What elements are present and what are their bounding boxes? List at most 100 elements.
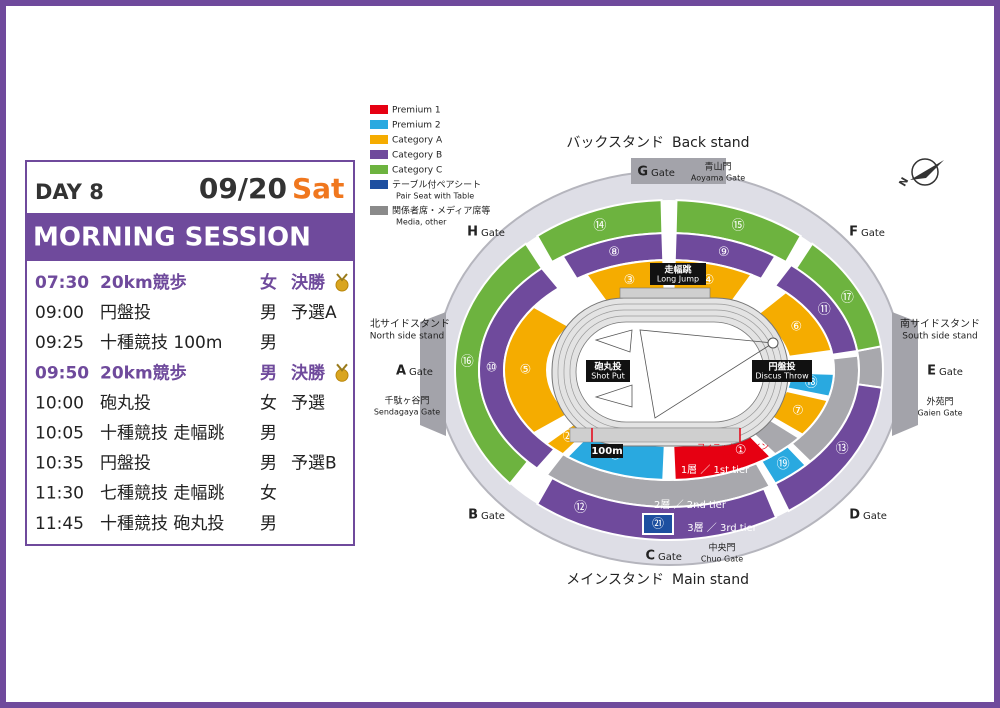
pair-seat — [642, 513, 674, 535]
legend-swatch — [370, 120, 388, 129]
round: 決勝 — [291, 272, 326, 293]
time: 11:45 — [35, 514, 84, 534]
seat-label: ㉑ — [652, 517, 664, 531]
legend-label: Category C — [392, 166, 442, 176]
time: 10:05 — [35, 424, 84, 444]
gate-box — [892, 312, 918, 436]
event: 円盤投 — [100, 303, 151, 323]
media-area — [855, 345, 884, 389]
event: 十種競技 100m — [100, 333, 222, 353]
map-text: Gate — [409, 367, 433, 378]
gender: 男 — [260, 333, 277, 353]
seat-label: ⑧ — [608, 245, 620, 260]
legend-label: Premium 2 — [392, 121, 441, 131]
schedule-rows: 07:30 20km競歩女決勝09:00 円盤投男予選A09:25 十種競技 100m… — [35, 272, 349, 534]
session: MORNING SESSION — [33, 223, 311, 253]
seat-label: ④ — [703, 273, 715, 288]
day: DAY 8 — [35, 180, 104, 204]
legend: Premium 1 Premium 2 Category A Category B Ca… — [370, 105, 490, 227]
seat-label: ⑭ — [593, 218, 606, 233]
map-text: 中央門 — [708, 542, 735, 554]
legend-swatch — [370, 105, 388, 114]
map-text: 千駄ヶ谷門 — [384, 395, 429, 407]
round: 予選 — [291, 393, 325, 413]
legend-swatch — [370, 206, 388, 215]
map-text: F — [849, 225, 858, 240]
event: 十種競技 砲丸投 — [100, 514, 224, 534]
field-label-box — [650, 263, 706, 285]
time: 10:35 — [35, 454, 84, 474]
map-text: Gate — [861, 228, 885, 239]
jump-pit — [619, 287, 711, 299]
map-text: 青山門 — [704, 161, 731, 173]
legend-swatch — [370, 180, 388, 189]
legend-label: Category B — [392, 151, 442, 161]
gender: 女 — [260, 272, 277, 293]
weekday: Sat — [292, 172, 344, 205]
field-label: 走幅跳 — [663, 264, 691, 276]
field-label: 砲丸投 — [593, 361, 621, 373]
gate-box — [420, 312, 446, 436]
compass — [911, 158, 939, 186]
discus-sector — [639, 329, 775, 419]
seat-label: ⑲ — [777, 457, 790, 472]
seat-label: ⑰ — [841, 290, 854, 305]
map-text: 南サイドスタンド — [900, 317, 980, 330]
map-text: Gate — [658, 552, 682, 563]
map-text: メインスタンド — [566, 572, 664, 588]
gender: 男 — [260, 363, 277, 383]
seat-block — [503, 305, 571, 435]
time: 07:30 — [35, 273, 89, 293]
seat-label: ① — [735, 443, 747, 458]
round: 決勝 — [291, 362, 326, 383]
map-text: バックスタンド — [566, 135, 664, 151]
map-text: Main stand — [672, 572, 749, 588]
legend-label: 関係者席・メディア席等 — [392, 205, 490, 217]
field-label: Discus Throw — [755, 372, 809, 381]
map-text: 外苑門 — [926, 396, 953, 408]
field-label-box — [591, 444, 623, 458]
field-label: Long Jump — [657, 275, 699, 284]
map-text: 北サイドスタンド — [370, 318, 450, 330]
map-text: E — [927, 364, 936, 379]
map-text: Gate — [651, 168, 675, 179]
gender: 女 — [260, 484, 277, 504]
map-text: H — [467, 225, 478, 240]
time: 10:00 — [35, 393, 84, 413]
seat-label: ⑪ — [818, 303, 831, 318]
map-text: Gate — [939, 367, 963, 378]
seat-label: ⑤ — [520, 363, 532, 378]
seat-label: ⑦ — [792, 403, 804, 418]
seat-block — [535, 476, 778, 541]
field-label: 円盤投 — [768, 361, 795, 373]
map-text: Gate — [481, 228, 505, 239]
legend-swatch — [370, 135, 388, 144]
map-text: C — [645, 549, 655, 564]
tier-label: 2層 ／ 2nd tier — [654, 499, 727, 511]
seat-label: ⑨ — [718, 245, 730, 260]
gender: 男 — [260, 514, 277, 534]
time: 09:50 — [35, 363, 89, 383]
map-text: North side stand — [370, 332, 444, 342]
event: 円盤投 — [100, 454, 151, 474]
legend-sublabel: Pair Seat with Table — [396, 192, 474, 201]
legend-swatch — [370, 150, 388, 159]
compass-arrow — [910, 160, 944, 180]
map-text: Sendagaya Gate — [374, 408, 440, 417]
event: 十種競技 走幅跳 — [100, 424, 224, 444]
discus-circle — [767, 337, 779, 349]
time: 09:00 — [35, 303, 84, 323]
tier-label: 3層 ／ 3rd tier — [687, 522, 757, 534]
gate-box — [631, 158, 726, 184]
round: 予選A — [291, 303, 337, 323]
field-label-box — [752, 360, 812, 382]
gender: 男 — [260, 303, 277, 323]
finish-label: Finish Line — [715, 452, 752, 460]
seat-label: ⑬ — [836, 442, 849, 457]
event: 砲丸投 — [100, 393, 151, 413]
map-text: B — [468, 508, 478, 523]
event: 20km競歩 — [100, 362, 187, 383]
time: 09:25 — [35, 333, 84, 353]
